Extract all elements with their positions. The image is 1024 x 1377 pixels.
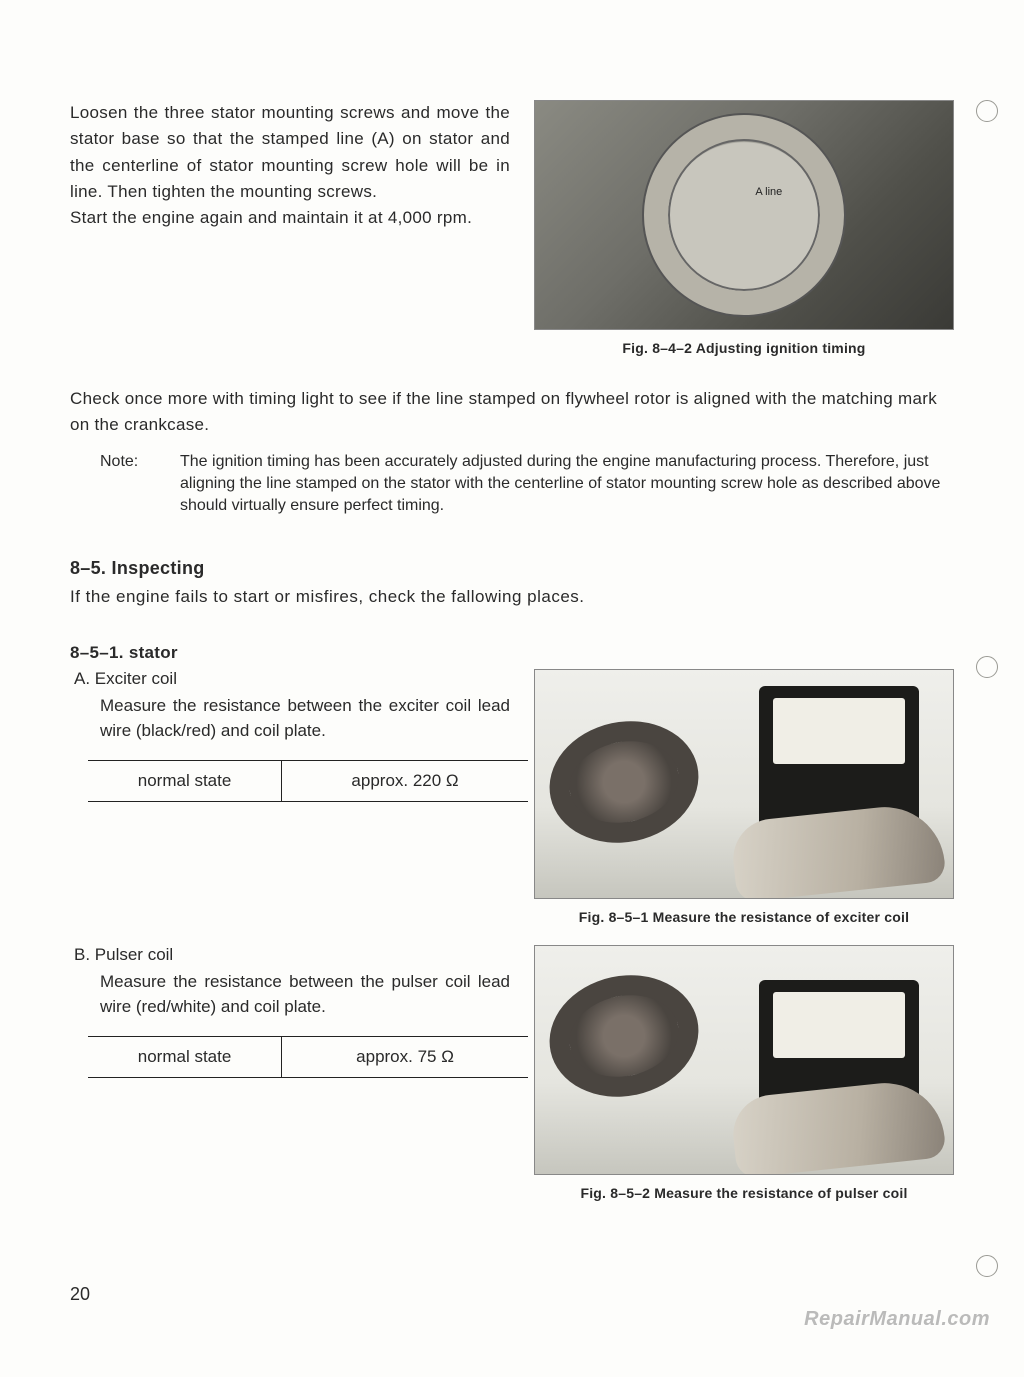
exciter-body: Measure the resistance between the excit…: [100, 693, 510, 744]
figure-8-4-2-image: A line: [534, 100, 954, 330]
pulser-row: B. Pulser coil Measure the resistance be…: [70, 945, 954, 1201]
exciter-text-col: A. Exciter coil Measure the resistance b…: [70, 669, 510, 925]
table-row: normal state approx. 75 Ω: [88, 1036, 528, 1077]
exciter-spec-table: normal state approx. 220 Ω: [88, 760, 528, 802]
table-row: normal state approx. 220 Ω: [88, 760, 528, 801]
pulser-table-c2: approx. 75 Ω: [282, 1036, 528, 1077]
figure-8-5-2-col: Fig. 8–5–2 Measure the resistance of pul…: [534, 945, 954, 1201]
figure-8-5-1-image: [534, 669, 954, 899]
figure-8-4-2-caption: Fig. 8–4–2 Adjusting ignition timing: [534, 340, 954, 356]
margin-circle-top: [976, 100, 998, 122]
section-8-5-1-heading: 8–5–1. stator: [70, 643, 954, 663]
section-8-5-heading: 8–5. Inspecting: [70, 558, 954, 579]
margin-circle-bottom: [976, 1255, 998, 1277]
pulser-body: Measure the resistance between the pulse…: [100, 969, 510, 1020]
stator-ring-graphic: [644, 115, 844, 315]
a-line-annotation: A line: [752, 185, 785, 199]
intro-text-col: Loosen the three stator mounting screws …: [70, 100, 510, 356]
section-8-5-body: If the engine fails to start or misfires…: [70, 587, 954, 607]
pulser-spec-table: normal state approx. 75 Ω: [88, 1036, 528, 1078]
pulser-table-c1: normal state: [88, 1036, 282, 1077]
exciter-table-c2: approx. 220 Ω: [282, 760, 528, 801]
pulser-text-col: B. Pulser coil Measure the resistance be…: [70, 945, 510, 1201]
note-label: Note:: [100, 451, 180, 518]
intro-paragraph-2: Start the engine again and maintain it a…: [70, 205, 510, 231]
exciter-row: A. Exciter coil Measure the resistance b…: [70, 669, 954, 925]
check-paragraph: Check once more with timing light to see…: [70, 386, 954, 439]
exciter-table-c1: normal state: [88, 760, 282, 801]
watermark: RepairManual.com: [804, 1308, 990, 1331]
exciter-label: A. Exciter coil: [74, 669, 510, 689]
stator-coil-graphic: [538, 962, 710, 1111]
note-body: The ignition timing has been accurately …: [180, 451, 954, 518]
figure-8-5-1-col: Fig. 8–5–1 Measure the resistance of exc…: [534, 669, 954, 925]
page-number: 20: [70, 1284, 90, 1305]
pulser-label: B. Pulser coil: [74, 945, 510, 965]
figure-8-5-1-caption: Fig. 8–5–1 Measure the resistance of exc…: [534, 909, 954, 925]
stator-coil-graphic: [538, 708, 710, 857]
figure-8-5-2-image: [534, 945, 954, 1175]
figure-8-5-2-caption: Fig. 8–5–2 Measure the resistance of pul…: [534, 1185, 954, 1201]
margin-circle-mid: [976, 656, 998, 678]
intro-paragraph-1: Loosen the three stator mounting screws …: [70, 100, 510, 205]
intro-row: Loosen the three stator mounting screws …: [70, 100, 954, 356]
note-block: Note: The ignition timing has been accur…: [100, 451, 954, 518]
figure-8-4-2-col: A line Fig. 8–4–2 Adjusting ignition tim…: [534, 100, 954, 356]
